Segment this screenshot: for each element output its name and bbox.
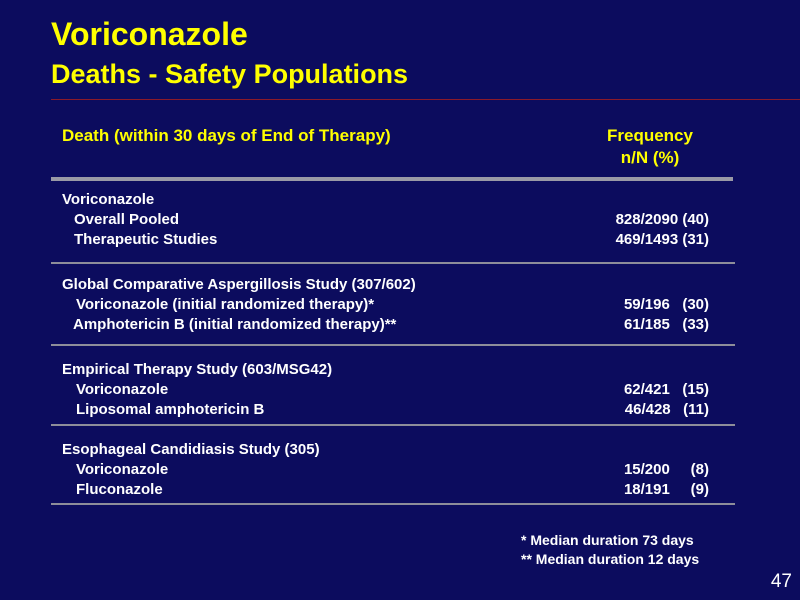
header-divider	[51, 177, 733, 181]
row-value: 46/428 (11)	[624, 401, 709, 418]
section-divider	[51, 344, 735, 346]
row-value: 18/191 (9)	[623, 481, 709, 498]
row-value: 828/2090 (40)	[615, 211, 709, 228]
table-row: Amphotericin B (initial randomized thera…	[0, 315, 800, 335]
column-header-frequency: Frequency n/N (%)	[585, 125, 715, 169]
table-row: Fluconazole 18/191 (9)	[0, 480, 800, 500]
row-label: Voriconazole (initial randomized therapy…	[76, 296, 375, 313]
section-divider	[51, 262, 735, 264]
section-divider	[51, 424, 735, 426]
row-value: 469/1493 (31)	[615, 231, 709, 248]
column-header-death: Death (within 30 days of End of Therapy)	[62, 126, 391, 145]
row-label: Liposomal amphotericin B	[76, 401, 265, 418]
frequency-header-line2: n/N (%)	[620, 148, 680, 167]
table-row: Liposomal amphotericin B 46/428 (11)	[0, 400, 800, 420]
section-heading-row: Empirical Therapy Study (603/MSG42)	[0, 360, 800, 380]
slide-title: Voriconazole	[51, 16, 248, 52]
row-label: Amphotericin B (initial randomized thera…	[73, 316, 397, 333]
table-row: Overall Pooled 828/2090 (40)	[0, 210, 800, 230]
table-row: Voriconazole 15/200 (8)	[0, 460, 800, 480]
section-heading-row: Voriconazole	[0, 190, 800, 210]
frequency-header-line1: Frequency	[607, 126, 693, 145]
section-heading-row: Esophageal Candidiasis Study (305)	[0, 440, 800, 460]
footnote-aspergillosis-voriconazole: * Median duration 73 days	[521, 532, 694, 548]
row-value: 59/196 (30)	[623, 296, 709, 313]
title-divider	[51, 99, 800, 100]
row-value: 62/421 (15)	[623, 381, 709, 398]
row-label: Fluconazole	[76, 481, 163, 498]
table-row: Voriconazole (initial randomized therapy…	[0, 295, 800, 315]
section-heading: Global Comparative Aspergillosis Study (…	[62, 276, 416, 293]
table-row: Voriconazole 62/421 (15)	[0, 380, 800, 400]
row-label: Therapeutic Studies	[74, 231, 218, 248]
section-heading-row: Global Comparative Aspergillosis Study (…	[0, 275, 800, 295]
row-label: Voriconazole	[76, 381, 169, 398]
section-heading: Esophageal Candidiasis Study (305)	[62, 441, 320, 458]
table-row: Therapeutic Studies 469/1493 (31)	[0, 230, 800, 250]
row-value: 61/185 (33)	[623, 316, 709, 333]
footnote-aspergillosis-amphotericin: ** Median duration 12 days	[521, 551, 700, 567]
row-label: Overall Pooled	[74, 211, 180, 228]
row-value: 15/200 (8)	[623, 461, 709, 478]
page-number: 47	[770, 571, 792, 592]
section-heading: Empirical Therapy Study (603/MSG42)	[62, 361, 333, 378]
row-label: Voriconazole	[76, 461, 169, 478]
section-heading: Voriconazole	[62, 191, 155, 208]
slide-subtitle: Deaths - Safety Populations	[51, 59, 409, 89]
table-bottom-divider	[51, 503, 735, 505]
